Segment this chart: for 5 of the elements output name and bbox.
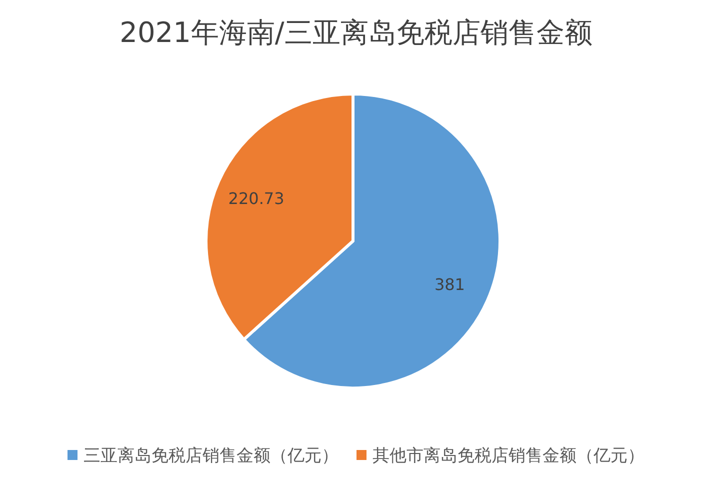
data-label: 220.73 (228, 189, 284, 208)
legend-label: 其他市离岛免税店销售金额（亿元） (372, 446, 644, 466)
data-label: 381 (434, 275, 465, 294)
chart-title: 2021年海南/三亚离岛免税店销售金额 (120, 16, 592, 49)
legend-label: 三亚离岛免税店销售金额（亿元） (84, 446, 338, 466)
